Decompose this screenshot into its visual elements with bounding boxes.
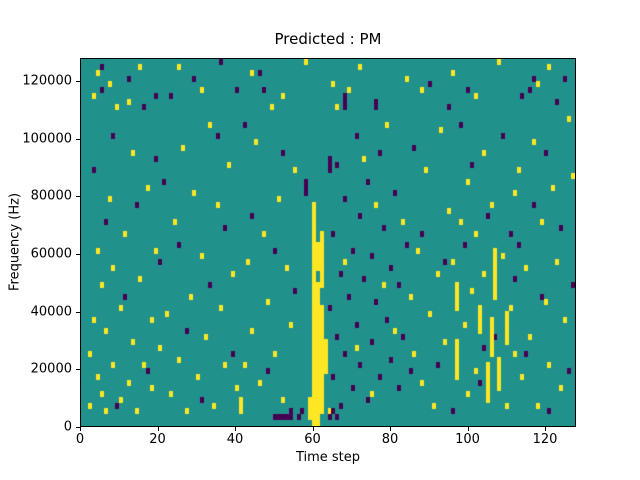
y-tick-mark: [76, 138, 80, 140]
y-tick-mark: [76, 427, 80, 428]
x-tick-label: 0: [75, 432, 85, 447]
y-tick-mark: [76, 369, 80, 371]
x-tick-mark: [312, 427, 314, 431]
heatmap-canvas: [81, 59, 575, 426]
y-tick-mark: [76, 81, 80, 83]
y-tick-mark: [76, 311, 80, 313]
x-tick-label: 100: [455, 432, 480, 447]
heatmap-plot-area: [80, 58, 576, 427]
x-tick-label: 40: [226, 432, 244, 447]
x-tick-label: 80: [381, 432, 399, 447]
y-tick-label: 100000: [22, 131, 72, 147]
x-tick-mark: [545, 427, 546, 431]
y-tick-label: 0: [63, 419, 72, 435]
x-tick-label: 60: [304, 432, 321, 447]
x-tick-label: 20: [149, 432, 166, 447]
x-tick-mark: [80, 427, 81, 431]
x-tick-mark: [467, 427, 469, 431]
y-tick-label: 80000: [30, 188, 72, 204]
x-tick-label: 120: [532, 432, 558, 447]
x-axis-label: Time step: [295, 450, 361, 465]
y-tick-label: 20000: [30, 361, 72, 377]
y-axis-label: Frequency (Hz): [7, 192, 23, 292]
y-tick-label: 40000: [30, 304, 72, 320]
x-tick-mark: [157, 427, 159, 431]
chart-title: Predicted : PM: [274, 30, 382, 48]
y-tick-mark: [76, 254, 80, 256]
x-tick-mark: [235, 427, 236, 431]
y-tick-mark: [76, 196, 80, 198]
x-tick-mark: [390, 427, 391, 431]
y-tick-label: 60000: [30, 246, 72, 262]
y-tick-label: 120000: [22, 73, 72, 89]
